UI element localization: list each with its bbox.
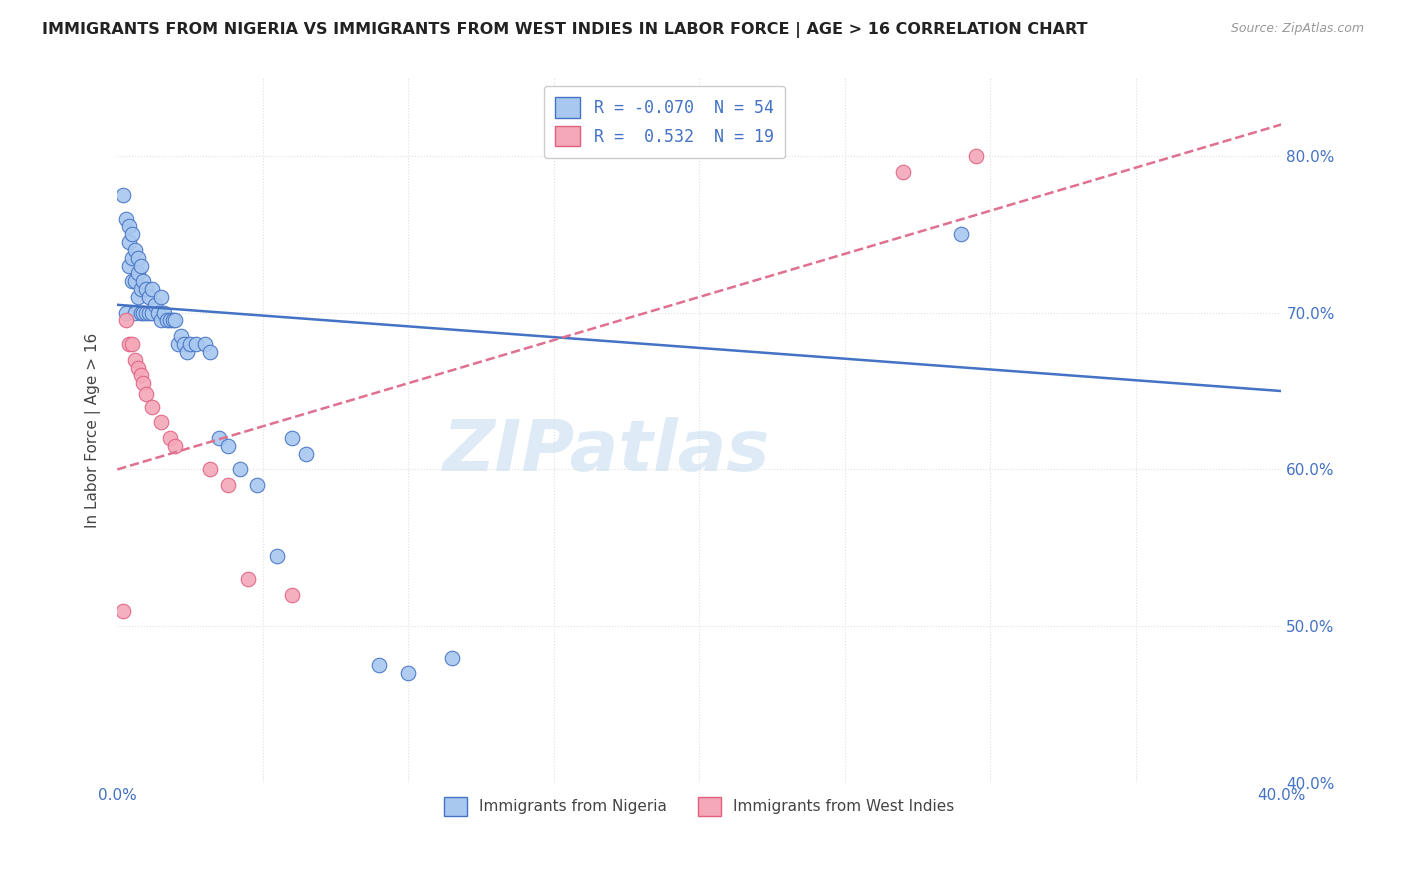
- Point: [132, 376, 155, 391]
- Point: [135, 387, 157, 401]
- Y-axis label: In Labor Force | Age > 16: In Labor Force | Age > 16: [86, 333, 101, 528]
- Point: [217, 439, 239, 453]
- Point: [115, 313, 138, 327]
- Point: [149, 313, 172, 327]
- Point: [184, 337, 207, 351]
- Point: [141, 282, 163, 296]
- Point: [156, 313, 179, 327]
- Point: [118, 337, 141, 351]
- Point: [135, 305, 157, 319]
- Point: [200, 344, 222, 359]
- Text: ZIPatlas: ZIPatlas: [443, 417, 770, 486]
- Point: [153, 305, 176, 319]
- Point: [121, 337, 143, 351]
- Point: [179, 337, 201, 351]
- Point: [124, 274, 146, 288]
- Point: [118, 259, 141, 273]
- Point: [132, 305, 155, 319]
- Point: [159, 431, 181, 445]
- Point: [159, 313, 181, 327]
- Text: IMMIGRANTS FROM NIGERIA VS IMMIGRANTS FROM WEST INDIES IN LABOR FORCE | AGE > 16: IMMIGRANTS FROM NIGERIA VS IMMIGRANTS FR…: [42, 22, 1088, 38]
- Point: [124, 243, 146, 257]
- Point: [127, 267, 149, 281]
- Point: [208, 431, 231, 445]
- Point: [165, 313, 187, 327]
- Point: [112, 603, 135, 617]
- Point: [112, 188, 135, 202]
- Point: [143, 298, 166, 312]
- Point: [228, 462, 250, 476]
- Point: [950, 227, 973, 242]
- Point: [121, 274, 143, 288]
- Point: [200, 462, 222, 476]
- Point: [141, 400, 163, 414]
- Point: [167, 337, 190, 351]
- Point: [127, 290, 149, 304]
- Text: Source: ZipAtlas.com: Source: ZipAtlas.com: [1230, 22, 1364, 36]
- Point: [129, 368, 152, 383]
- Point: [266, 549, 288, 563]
- Point: [124, 352, 146, 367]
- Point: [146, 305, 169, 319]
- Point: [281, 588, 304, 602]
- Point: [246, 478, 269, 492]
- Point: [124, 305, 146, 319]
- Point: [115, 305, 138, 319]
- Point: [121, 251, 143, 265]
- Point: [141, 305, 163, 319]
- Point: [132, 274, 155, 288]
- Point: [118, 219, 141, 234]
- Point: [238, 572, 260, 586]
- Point: [129, 305, 152, 319]
- Point: [149, 290, 172, 304]
- Point: [118, 235, 141, 249]
- Point: [129, 259, 152, 273]
- Point: [165, 439, 187, 453]
- Point: [127, 360, 149, 375]
- Point: [115, 211, 138, 226]
- Point: [281, 431, 304, 445]
- Point: [194, 337, 217, 351]
- Point: [440, 650, 463, 665]
- Point: [295, 447, 318, 461]
- Point: [138, 305, 160, 319]
- Point: [135, 282, 157, 296]
- Point: [129, 282, 152, 296]
- Point: [170, 329, 193, 343]
- Point: [138, 290, 160, 304]
- Point: [173, 337, 195, 351]
- Point: [149, 416, 172, 430]
- Point: [396, 666, 419, 681]
- Point: [368, 658, 391, 673]
- Point: [217, 478, 239, 492]
- Legend: Immigrants from Nigeria, Immigrants from West Indies: Immigrants from Nigeria, Immigrants from…: [436, 788, 963, 825]
- Point: [121, 227, 143, 242]
- Point: [965, 149, 987, 163]
- Point: [176, 344, 198, 359]
- Point: [162, 313, 184, 327]
- Point: [127, 251, 149, 265]
- Point: [891, 164, 914, 178]
